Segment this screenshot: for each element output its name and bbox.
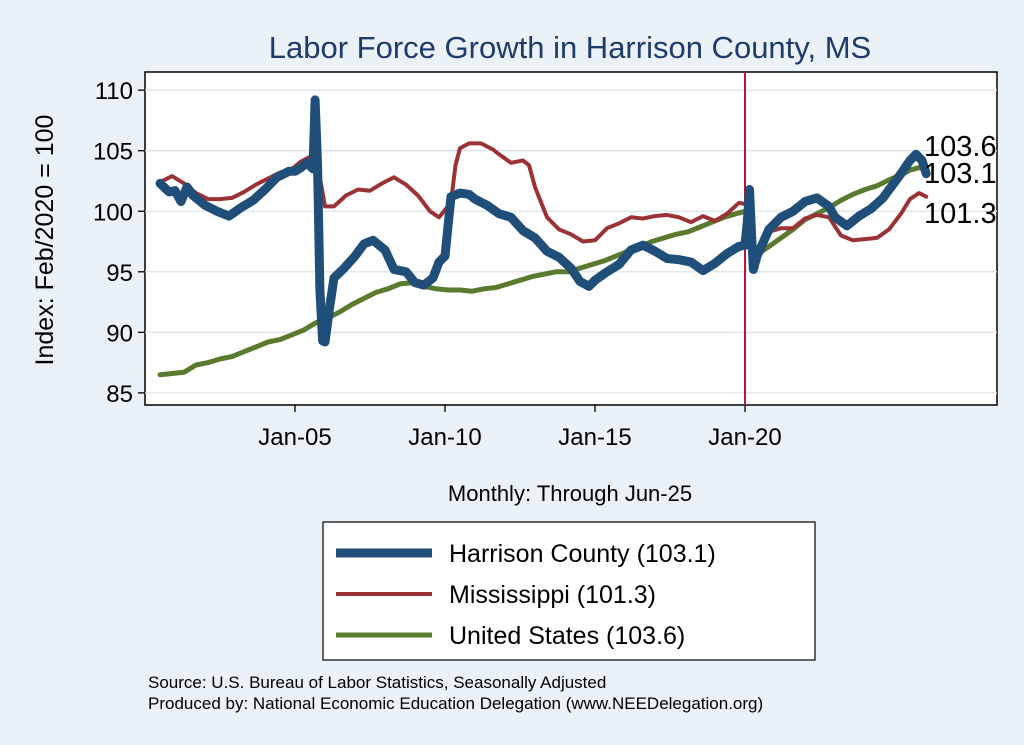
y-axis-label: Index: Feb/2020 = 100 — [31, 115, 59, 366]
y-tick-label: 95 — [106, 260, 133, 287]
y-axis: 85 90 95 100 105 110 — [93, 78, 145, 408]
x-tick-label: Jan-10 — [408, 424, 481, 451]
y-tick-label: 100 — [93, 199, 133, 226]
source-line-1: Source: U.S. Bureau of Labor Statistics,… — [148, 673, 606, 692]
legend-label-1: Mississippi (101.3) — [449, 581, 656, 609]
y-tick-label: 85 — [106, 381, 133, 408]
x-tick-label: Jan-20 — [708, 424, 781, 451]
gridlines — [145, 89, 997, 394]
series-lines — [155, 95, 931, 378]
x-tick-label: Jan-15 — [558, 424, 631, 451]
end-label-1: 101.3 — [924, 198, 997, 230]
y-tick-label: 110 — [95, 78, 133, 105]
source-line-2: Produced by: National Economic Education… — [148, 694, 763, 713]
end-label-2: 103.6 — [924, 131, 997, 163]
legend-items: Harrison County (103.1) Mississippi (101.… — [336, 540, 716, 650]
y-tick-label: 105 — [93, 139, 133, 166]
x-tick-label: Jan-05 — [258, 424, 331, 451]
x-axis: Jan-05 Jan-10 Jan-15 Jan-20 — [258, 405, 782, 451]
legend-label-0: Harrison County (103.1) — [449, 540, 716, 568]
legend-label-2: United States (103.6) — [449, 622, 685, 650]
series-line-0 — [155, 95, 931, 347]
y-tick-label: 90 — [106, 320, 133, 347]
x-axis-note: Monthly: Through Jun-25 — [448, 481, 692, 506]
end-label-0: 103.1 — [924, 158, 997, 190]
chart-title: Labor Force Growth in Harrison County, M… — [269, 30, 871, 65]
